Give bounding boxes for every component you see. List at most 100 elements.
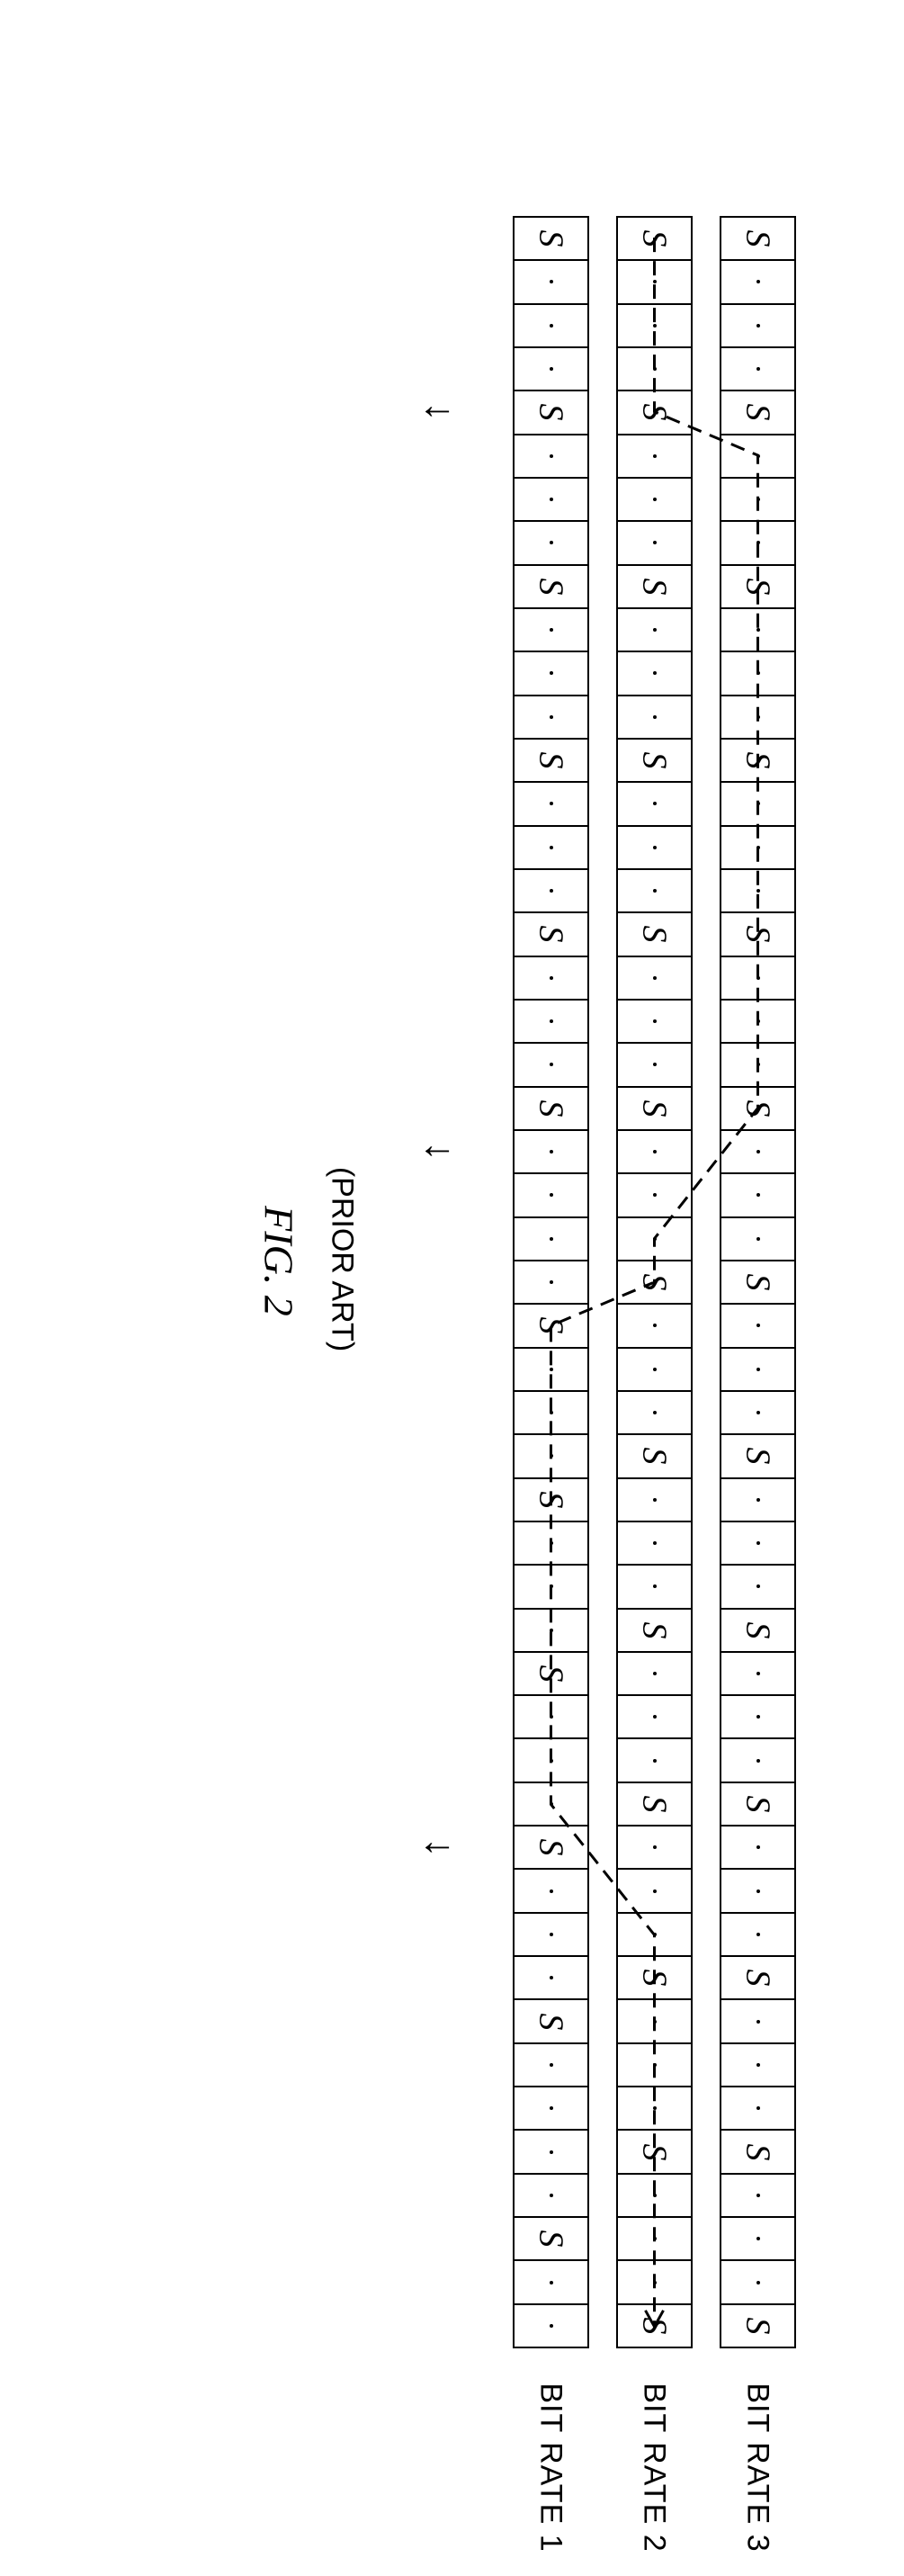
sync-marker: S: [635, 1100, 675, 1117]
cell: [515, 1694, 587, 1737]
cell: S: [618, 1260, 691, 1303]
data-dot: [756, 846, 760, 849]
cell: [618, 1912, 691, 1955]
cell: S: [721, 564, 794, 607]
cell: [515, 1129, 587, 1172]
data-dot: [653, 2106, 657, 2110]
data-dot: [756, 715, 760, 719]
data-dot: [550, 2194, 553, 2197]
data-dot: [653, 1324, 657, 1327]
data-dot: [550, 1193, 553, 1197]
data-dot: [756, 976, 760, 980]
cell: [515, 1216, 587, 1260]
sync-marker: S: [532, 1491, 571, 1508]
data-dot: [550, 628, 553, 632]
data-dot: [756, 454, 760, 458]
data-dot: [756, 1498, 760, 1502]
cell: [721, 346, 794, 390]
data-dot: [550, 1019, 553, 1023]
cell: S: [618, 738, 691, 781]
data-dot: [653, 1715, 657, 1719]
data-dot: [653, 280, 657, 283]
data-dot: [653, 324, 657, 328]
cell: S: [721, 390, 794, 433]
data-dot: [756, 1063, 760, 1066]
cell: [721, 1737, 794, 1781]
data-dot: [550, 1933, 553, 1936]
data-dot: [756, 541, 760, 544]
cell: [515, 651, 587, 694]
cell: S: [618, 390, 691, 433]
data-dot: [653, 1063, 657, 1066]
sync-marker: S: [738, 404, 778, 421]
data-dot: [653, 1019, 657, 1023]
sync-marker: S: [635, 578, 675, 595]
sync-marker: S: [532, 926, 571, 943]
cell: [515, 477, 587, 520]
data-dot: [653, 2020, 657, 2024]
sync-marker: S: [532, 2013, 571, 2030]
data-dot: [653, 367, 657, 371]
cell: [618, 477, 691, 520]
cell: S: [515, 1998, 587, 2042]
cell: [618, 434, 691, 477]
cell: [721, 1651, 794, 1694]
sync-marker: S: [738, 230, 778, 247]
figure-title: FIG. 2: [255, 1082, 303, 1441]
data-dot: [550, 2150, 553, 2154]
cell: [618, 1868, 691, 1911]
data-dot: [653, 1411, 657, 1414]
sync-marker: S: [738, 1448, 778, 1465]
cell: [515, 1172, 587, 1216]
cell: [515, 1347, 587, 1390]
cell: [721, 303, 794, 346]
sync-marker: S: [738, 926, 778, 943]
cell: [515, 1390, 587, 1433]
cell: [515, 781, 587, 824]
data-dot: [653, 1672, 657, 1675]
cell: [618, 2042, 691, 2086]
data-dot: [756, 2194, 760, 2197]
data-dot: [653, 846, 657, 849]
cell: [515, 1433, 587, 1476]
data-dot: [653, 1933, 657, 1936]
cell: [618, 2086, 691, 2129]
data-dot: [756, 1019, 760, 1023]
sync-marker: S: [532, 1317, 571, 1334]
cell: [721, 1129, 794, 1172]
cell: [618, 1477, 691, 1521]
data-dot: [550, 1541, 553, 1545]
cell: [515, 1737, 587, 1781]
data-dot: [653, 498, 657, 501]
data-dot: [550, 802, 553, 805]
data-dot: [653, 1193, 657, 1197]
data-dot: [756, 1933, 760, 1936]
sync-marker: S: [738, 2143, 778, 2160]
cell: [721, 259, 794, 302]
data-dot: [653, 1584, 657, 1588]
sync-marker: S: [532, 404, 571, 421]
cell: [618, 1521, 691, 1564]
cell: [618, 1825, 691, 1868]
cell: S: [721, 1955, 794, 1998]
data-dot: [756, 1672, 760, 1675]
cell: [515, 346, 587, 390]
track-r3: SSSSSSSSSSSSS: [720, 216, 796, 2348]
cell: [721, 1390, 794, 1433]
data-dot: [550, 715, 553, 719]
data-dot: [550, 454, 553, 458]
cell: [515, 303, 587, 346]
data-dot: [653, 1237, 657, 1241]
cell: [515, 956, 587, 999]
cell: [515, 2086, 587, 2129]
cell: [721, 2216, 794, 2259]
cell: [721, 477, 794, 520]
data-dot: [653, 1150, 657, 1153]
cell: [515, 2173, 587, 2216]
cell: S: [515, 218, 587, 259]
data-dot: [756, 1324, 760, 1327]
data-dot: [653, 2194, 657, 2197]
cell: S: [721, 1608, 794, 1651]
data-dot: [756, 1715, 760, 1719]
cell: S: [721, 1782, 794, 1825]
